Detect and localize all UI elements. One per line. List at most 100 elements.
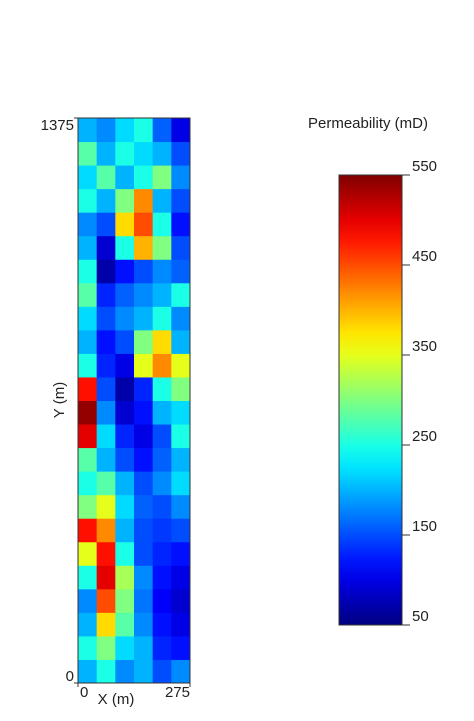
heatmap-cell: [115, 235, 135, 260]
heatmap-cell: [152, 353, 172, 378]
y-axis-label: Y (m): [51, 382, 68, 418]
heatmap-cell: [152, 447, 172, 472]
heatmap-cell: [78, 541, 98, 566]
heatmap-cell: [96, 212, 116, 237]
heatmap-cell: [115, 612, 135, 637]
heatmap-cell: [78, 329, 98, 354]
heatmap-cell: [171, 494, 191, 519]
colorbar-tick-label: 550: [412, 158, 437, 175]
heatmap-cell: [96, 376, 116, 401]
heatmap-cell: [171, 165, 191, 190]
heatmap-cell: [96, 471, 116, 496]
heatmap-cell: [96, 400, 116, 425]
heatmap-cell: [96, 118, 116, 143]
heatmap-cell: [96, 424, 116, 449]
heatmap-cell: [171, 400, 191, 425]
heatmap-cell: [152, 329, 172, 354]
heatmap-cell: [115, 659, 135, 684]
heatmap-cell: [78, 494, 98, 519]
heatmap-cell: [152, 118, 172, 143]
heatmap-cell: [115, 565, 135, 590]
heatmap-cell: [134, 471, 154, 496]
heatmap-cell: [152, 471, 172, 496]
heatmap-cell: [134, 588, 154, 613]
heatmap-cell: [171, 329, 191, 354]
heatmap-cell: [96, 329, 116, 354]
heatmap-cell: [134, 424, 154, 449]
heatmap-cell: [134, 635, 154, 660]
heatmap-cell: [152, 635, 172, 660]
heatmap-cell: [171, 212, 191, 237]
heatmap-cell: [78, 635, 98, 660]
heatmap-cell: [96, 659, 116, 684]
heatmap-cell: [171, 635, 191, 660]
heatmap-cell: [171, 376, 191, 401]
heatmap-cell: [78, 188, 98, 213]
heatmap-cell: [152, 400, 172, 425]
heatmap-cell: [78, 212, 98, 237]
heatmap-cell: [96, 235, 116, 260]
heatmap-cell: [78, 424, 98, 449]
heatmap-cell: [171, 118, 191, 143]
heatmap-cell: [115, 494, 135, 519]
heatmap-cell: [96, 306, 116, 331]
heatmap-cell: [78, 235, 98, 260]
heatmap-cell: [78, 282, 98, 307]
heatmap-cell: [115, 400, 135, 425]
colorbar-tick-label: 450: [412, 248, 437, 265]
heatmap-cell: [78, 518, 98, 543]
heatmap-cell: [152, 165, 172, 190]
heatmap-cell: [171, 518, 191, 543]
colorbar-title: Permeability (mD): [308, 115, 428, 132]
colorbar-tick-label: 350: [412, 338, 437, 355]
heatmap-cell: [96, 518, 116, 543]
heatmap-cell: [134, 259, 154, 284]
x-tick-label: 275: [165, 684, 190, 701]
heatmap-cell: [115, 635, 135, 660]
heatmap-cell: [152, 588, 172, 613]
colorbar-tick-label: 50: [412, 608, 429, 625]
heatmap-cell: [152, 259, 172, 284]
heatmap-cell: [171, 612, 191, 637]
heatmap-cell: [115, 141, 135, 166]
heatmap-cell: [96, 165, 116, 190]
heatmap-cell: [171, 235, 191, 260]
heatmap-cell: [152, 235, 172, 260]
heatmap-cell: [96, 188, 116, 213]
heatmap-cell: [134, 541, 154, 566]
heatmap-cell: [134, 400, 154, 425]
heatmap-cell: [171, 565, 191, 590]
heatmap-cell: [115, 353, 135, 378]
heatmap-cell: [115, 541, 135, 566]
heatmap-cell: [78, 118, 98, 143]
heatmap-cell: [152, 306, 172, 331]
heatmap-cell: [78, 306, 98, 331]
heatmap-cell: [171, 188, 191, 213]
heatmap-cell: [171, 259, 191, 284]
heatmap-cell: [134, 659, 154, 684]
x-tick-label: 0: [80, 684, 88, 701]
heatmap-cell: [78, 400, 98, 425]
y-tick-label: 0: [66, 668, 74, 685]
heatmap-cell: [134, 212, 154, 237]
heatmap-cell: [171, 306, 191, 331]
plot-frame: [77, 117, 191, 684]
heatmap-cell: [134, 165, 154, 190]
heatmap-cell: [134, 235, 154, 260]
heatmap-cell: [152, 659, 172, 684]
heatmap-cell: [115, 188, 135, 213]
heatmap-cell: [171, 447, 191, 472]
heatmap-cell: [134, 118, 154, 143]
heatmap-cell: [96, 353, 116, 378]
heatmap-cell: [78, 565, 98, 590]
heatmap-cell: [115, 376, 135, 401]
heatmap-cell: [152, 212, 172, 237]
heatmap-cell: [134, 518, 154, 543]
heatmap-cell: [134, 141, 154, 166]
heatmap-cell: [78, 612, 98, 637]
heatmap-cell: [134, 376, 154, 401]
heatmap-cell: [96, 588, 116, 613]
heatmap-cell: [134, 329, 154, 354]
heatmap-cell: [115, 306, 135, 331]
colorbar: [338, 174, 403, 626]
